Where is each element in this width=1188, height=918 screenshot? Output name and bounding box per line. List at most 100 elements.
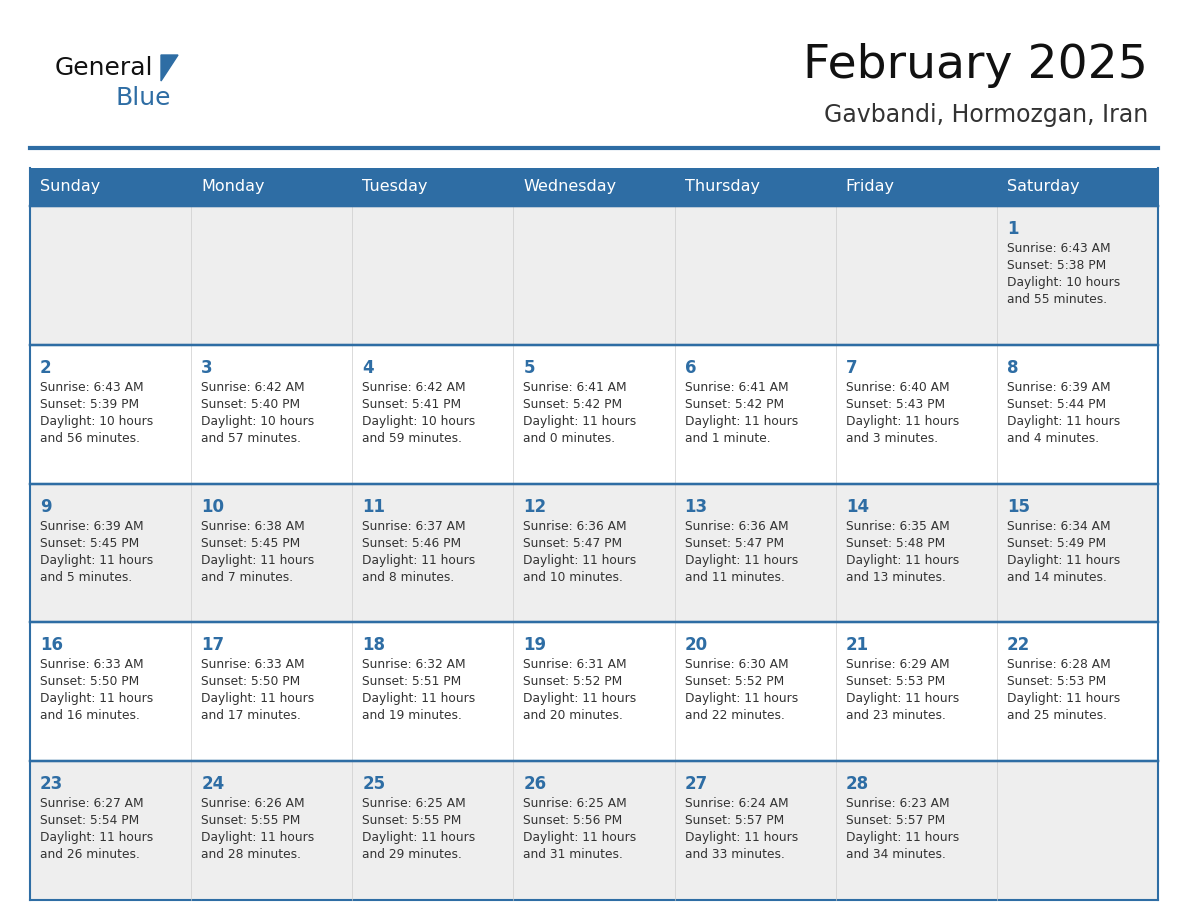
Text: and 8 minutes.: and 8 minutes. [362, 571, 455, 584]
Text: Daylight: 10 hours: Daylight: 10 hours [362, 415, 475, 428]
Text: Daylight: 10 hours: Daylight: 10 hours [1007, 276, 1120, 289]
Text: Sunday: Sunday [40, 180, 100, 195]
Text: 17: 17 [201, 636, 225, 655]
Bar [997, 206, 1158, 345]
Text: and 20 minutes.: and 20 minutes. [524, 710, 624, 722]
Bar [997, 484, 1158, 622]
Text: Sunrise: 6:39 AM: Sunrise: 6:39 AM [1007, 381, 1111, 394]
Bar [997, 345, 1158, 484]
Text: Daylight: 11 hours: Daylight: 11 hours [846, 415, 959, 428]
Text: and 3 minutes.: and 3 minutes. [846, 431, 937, 445]
Text: and 31 minutes.: and 31 minutes. [524, 848, 624, 861]
Bar [675, 345, 835, 484]
Text: 18: 18 [362, 636, 385, 655]
Text: Sunset: 5:57 PM: Sunset: 5:57 PM [846, 814, 944, 827]
Text: Sunrise: 6:41 AM: Sunrise: 6:41 AM [524, 381, 627, 394]
Text: 26: 26 [524, 775, 546, 793]
Bar [835, 345, 997, 484]
Text: Sunset: 5:44 PM: Sunset: 5:44 PM [1007, 397, 1106, 410]
Text: Sunset: 5:51 PM: Sunset: 5:51 PM [362, 676, 461, 688]
Bar [30, 168, 191, 206]
Bar [30, 345, 191, 484]
Bar [30, 622, 191, 761]
Bar [513, 484, 675, 622]
Text: 4: 4 [362, 359, 374, 376]
Bar [191, 345, 353, 484]
Bar [513, 761, 675, 900]
Text: Daylight: 10 hours: Daylight: 10 hours [40, 415, 153, 428]
Bar [30, 484, 191, 622]
Bar [353, 168, 513, 206]
Text: and 34 minutes.: and 34 minutes. [846, 848, 946, 861]
Text: 24: 24 [201, 775, 225, 793]
Bar [675, 761, 835, 900]
Text: Sunset: 5:39 PM: Sunset: 5:39 PM [40, 397, 139, 410]
Bar [997, 622, 1158, 761]
Text: 10: 10 [201, 498, 225, 516]
Bar [513, 345, 675, 484]
Polygon shape [162, 55, 178, 81]
Text: Sunset: 5:55 PM: Sunset: 5:55 PM [201, 814, 301, 827]
Text: Sunrise: 6:38 AM: Sunrise: 6:38 AM [201, 520, 305, 532]
Text: and 33 minutes.: and 33 minutes. [684, 848, 784, 861]
Text: and 7 minutes.: and 7 minutes. [201, 571, 293, 584]
Text: Wednesday: Wednesday [524, 180, 617, 195]
Text: Sunset: 5:54 PM: Sunset: 5:54 PM [40, 814, 139, 827]
Text: Sunset: 5:43 PM: Sunset: 5:43 PM [846, 397, 944, 410]
Text: Sunrise: 6:42 AM: Sunrise: 6:42 AM [362, 381, 466, 394]
Text: and 56 minutes.: and 56 minutes. [40, 431, 140, 445]
Text: and 0 minutes.: and 0 minutes. [524, 431, 615, 445]
Text: Daylight: 11 hours: Daylight: 11 hours [201, 554, 315, 566]
Text: Sunrise: 6:31 AM: Sunrise: 6:31 AM [524, 658, 627, 671]
Text: Sunrise: 6:26 AM: Sunrise: 6:26 AM [201, 797, 305, 811]
Text: 5: 5 [524, 359, 535, 376]
Text: Sunset: 5:57 PM: Sunset: 5:57 PM [684, 814, 784, 827]
Bar [675, 484, 835, 622]
Text: 27: 27 [684, 775, 708, 793]
Text: Daylight: 11 hours: Daylight: 11 hours [362, 692, 475, 705]
Text: Sunset: 5:48 PM: Sunset: 5:48 PM [846, 537, 944, 550]
Text: General: General [55, 56, 153, 80]
Text: Sunset: 5:53 PM: Sunset: 5:53 PM [1007, 676, 1106, 688]
Text: 7: 7 [846, 359, 858, 376]
Bar [353, 761, 513, 900]
Text: Sunset: 5:47 PM: Sunset: 5:47 PM [524, 537, 623, 550]
Text: Sunset: 5:38 PM: Sunset: 5:38 PM [1007, 259, 1106, 272]
Text: and 17 minutes.: and 17 minutes. [201, 710, 301, 722]
Text: Sunset: 5:55 PM: Sunset: 5:55 PM [362, 814, 462, 827]
Bar [835, 761, 997, 900]
Text: Daylight: 11 hours: Daylight: 11 hours [846, 831, 959, 845]
Text: 23: 23 [40, 775, 63, 793]
Text: 8: 8 [1007, 359, 1018, 376]
Text: and 5 minutes.: and 5 minutes. [40, 571, 132, 584]
Text: Sunset: 5:42 PM: Sunset: 5:42 PM [684, 397, 784, 410]
Text: Daylight: 11 hours: Daylight: 11 hours [846, 554, 959, 566]
Text: Sunset: 5:47 PM: Sunset: 5:47 PM [684, 537, 784, 550]
Text: Friday: Friday [846, 180, 895, 195]
Text: Sunrise: 6:32 AM: Sunrise: 6:32 AM [362, 658, 466, 671]
Text: and 26 minutes.: and 26 minutes. [40, 848, 140, 861]
Text: Sunset: 5:50 PM: Sunset: 5:50 PM [201, 676, 301, 688]
Text: and 25 minutes.: and 25 minutes. [1007, 710, 1107, 722]
Bar [191, 484, 353, 622]
Text: Sunrise: 6:25 AM: Sunrise: 6:25 AM [524, 797, 627, 811]
Text: Daylight: 11 hours: Daylight: 11 hours [524, 831, 637, 845]
Bar [353, 206, 513, 345]
Bar [835, 206, 997, 345]
Text: Saturday: Saturday [1007, 180, 1080, 195]
Text: 12: 12 [524, 498, 546, 516]
Bar [30, 206, 191, 345]
Text: Sunrise: 6:28 AM: Sunrise: 6:28 AM [1007, 658, 1111, 671]
Text: Sunset: 5:56 PM: Sunset: 5:56 PM [524, 814, 623, 827]
Text: Sunrise: 6:36 AM: Sunrise: 6:36 AM [684, 520, 788, 532]
Text: February 2025: February 2025 [803, 42, 1148, 87]
Bar [835, 484, 997, 622]
Text: Sunrise: 6:24 AM: Sunrise: 6:24 AM [684, 797, 788, 811]
Text: Sunrise: 6:42 AM: Sunrise: 6:42 AM [201, 381, 305, 394]
Bar [675, 168, 835, 206]
Text: and 29 minutes.: and 29 minutes. [362, 848, 462, 861]
Text: and 28 minutes.: and 28 minutes. [201, 848, 301, 861]
Text: Blue: Blue [115, 86, 171, 110]
Text: and 14 minutes.: and 14 minutes. [1007, 571, 1107, 584]
Bar [835, 168, 997, 206]
